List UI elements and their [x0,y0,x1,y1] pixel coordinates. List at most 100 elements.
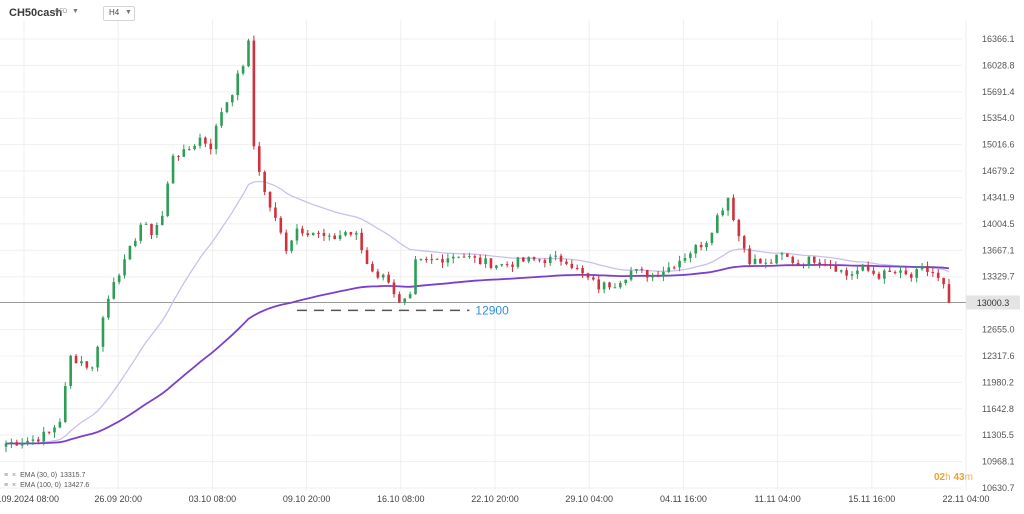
timeframe-select[interactable]: H4 ▼ [103,6,135,21]
candle-countdown: 02h 43m [934,472,973,483]
annotations: 12900 [296,303,509,317]
candle [565,261,568,264]
candle [689,253,692,259]
candle [139,224,143,241]
candle [839,270,843,272]
candle [209,143,213,150]
candle [877,273,881,279]
candle [527,257,530,262]
candle [408,294,412,299]
candle [193,145,196,150]
chart-grid [0,20,967,490]
candle [37,439,40,442]
countdown-minutes: 43 [953,472,965,483]
candle [807,256,811,266]
y-tick-label: 12655.0 [982,325,1015,335]
indicator-settings-icon[interactable]: ≡ × [4,472,18,479]
x-tick-label: 11.11 04:00 [754,494,800,504]
candle [694,244,698,254]
candle [742,236,746,249]
candle [575,267,579,269]
candle [651,275,654,278]
candle [354,232,358,235]
candle [834,265,838,272]
candle [338,235,342,239]
candle [721,210,724,216]
candle [505,264,509,266]
symbol-dropdown-icon[interactable]: ▼ [72,8,79,15]
x-tick-label: 15.11 16:00 [848,494,895,504]
candle [500,264,504,266]
candle [117,275,121,283]
candle [80,361,83,364]
candle [780,253,784,255]
candle [667,267,671,272]
candle [425,259,428,261]
candle [252,40,256,147]
candle [187,149,191,151]
candle [247,40,250,67]
candle [904,270,908,275]
candle [856,270,859,275]
chevron-down-icon[interactable]: ▼ [125,9,132,16]
candle [629,270,633,280]
indicator-label: EMA (100, 0) [20,482,61,489]
candle [403,298,407,303]
candle [360,232,363,251]
candle [635,269,638,271]
candle [344,232,347,236]
ema-lines [5,180,950,445]
x-axis: 20.09.2024 08:00 26.09 20:00 03.10 08:00 09… [0,494,989,504]
candle [705,243,708,248]
candle [920,266,924,270]
candle [220,112,223,126]
legend-ema100[interactable]: ≡ × EMA (100, 0) 13427.6 [4,482,89,489]
candle [640,269,644,271]
candle [538,259,541,261]
candle [861,265,865,271]
candle [435,258,439,260]
candle [47,431,51,433]
candle [4,443,8,447]
candle [942,277,945,285]
candle [872,270,875,274]
indicator-settings-icon[interactable]: ≡ × [4,482,18,489]
candle [769,262,773,264]
candle [532,257,536,260]
candle [829,264,832,266]
candle [204,137,207,144]
y-tick-label: 16028.8 [982,60,1015,70]
current-price-label: 13000.3 [977,298,1010,308]
indicator-label: EMA (30, 0) [20,472,58,479]
candle [926,266,929,272]
candle [225,102,229,113]
candle [818,262,821,265]
x-tick-label: 29.10 04:00 [565,494,613,504]
candle [128,245,132,260]
candle [53,427,56,433]
candle [26,440,29,444]
chart-toolbar: CH50cash CFD ▼ H4 ▼ [0,0,1024,24]
x-tick-label: 20.09.2024 08:00 [0,494,59,504]
symbol-name[interactable]: CH50cash [9,7,63,19]
candle [177,155,180,157]
legend-ema30[interactable]: ≡ × EMA (30, 0) 13315.7 [4,472,85,479]
candle [446,258,450,263]
candle [398,294,401,303]
candle [796,262,800,265]
candle [672,267,676,269]
candle [931,271,935,273]
candle [166,183,169,216]
candle [69,355,72,386]
candle [618,282,622,288]
candle [883,270,886,279]
candle [96,346,99,368]
candle [112,282,116,299]
candle [101,317,105,347]
candle [392,282,396,295]
candle [328,235,331,237]
candle [715,215,719,233]
candle [160,215,164,225]
candle [645,269,649,278]
